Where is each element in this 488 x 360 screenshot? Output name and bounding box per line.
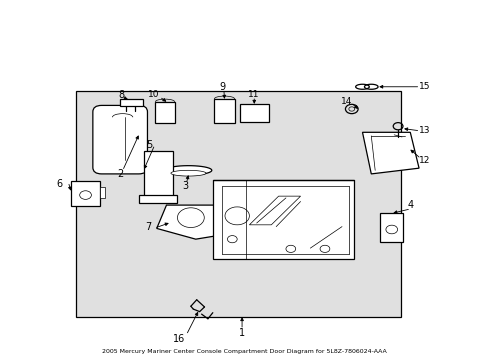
Text: 1: 1 xyxy=(239,328,244,338)
Text: 2005 Mercury Mariner Center Console Compartment Door Diagram for 5L8Z-7806024-AA: 2005 Mercury Mariner Center Console Comp… xyxy=(102,349,386,354)
Text: 2: 2 xyxy=(117,168,123,179)
FancyBboxPatch shape xyxy=(139,195,177,203)
FancyBboxPatch shape xyxy=(144,151,173,198)
Text: 6: 6 xyxy=(56,179,62,189)
Polygon shape xyxy=(362,132,418,174)
Text: 14: 14 xyxy=(341,97,352,106)
Text: 3: 3 xyxy=(182,181,188,191)
FancyBboxPatch shape xyxy=(93,105,147,174)
Polygon shape xyxy=(165,166,211,175)
Text: 10: 10 xyxy=(147,90,159,99)
FancyBboxPatch shape xyxy=(379,213,403,242)
FancyBboxPatch shape xyxy=(71,181,100,206)
FancyBboxPatch shape xyxy=(214,99,234,123)
Text: 4: 4 xyxy=(407,200,412,210)
FancyBboxPatch shape xyxy=(76,91,400,317)
Polygon shape xyxy=(157,205,283,239)
Text: 11: 11 xyxy=(247,90,259,99)
FancyBboxPatch shape xyxy=(100,187,105,198)
Text: 8: 8 xyxy=(118,90,124,100)
Text: 5: 5 xyxy=(146,140,152,150)
Text: 12: 12 xyxy=(418,156,430,165)
Text: 9: 9 xyxy=(219,82,225,93)
Text: 16: 16 xyxy=(172,333,184,343)
Text: 7: 7 xyxy=(144,222,151,232)
FancyBboxPatch shape xyxy=(155,102,174,123)
Text: 15: 15 xyxy=(418,82,430,91)
FancyBboxPatch shape xyxy=(120,99,143,107)
Text: 13: 13 xyxy=(418,126,430,135)
FancyBboxPatch shape xyxy=(239,104,268,122)
Polygon shape xyxy=(171,170,205,176)
FancyBboxPatch shape xyxy=(212,180,353,259)
